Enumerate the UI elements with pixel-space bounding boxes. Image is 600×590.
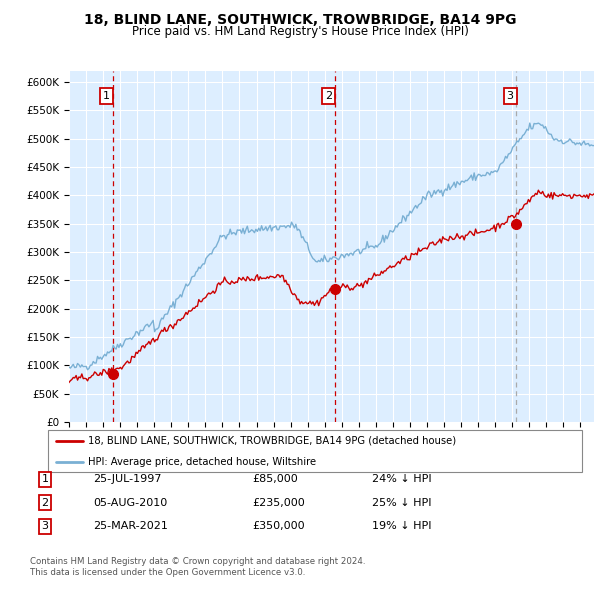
- Text: 18, BLIND LANE, SOUTHWICK, TROWBRIDGE, BA14 9PG (detached house): 18, BLIND LANE, SOUTHWICK, TROWBRIDGE, B…: [88, 435, 456, 445]
- Text: 24% ↓ HPI: 24% ↓ HPI: [372, 474, 431, 484]
- Text: Contains HM Land Registry data © Crown copyright and database right 2024.: Contains HM Land Registry data © Crown c…: [30, 558, 365, 566]
- Text: £85,000: £85,000: [252, 474, 298, 484]
- FancyBboxPatch shape: [48, 430, 582, 472]
- Text: 25-JUL-1997: 25-JUL-1997: [93, 474, 161, 484]
- Text: 2: 2: [41, 498, 49, 507]
- Text: 1: 1: [103, 91, 110, 101]
- Text: £350,000: £350,000: [252, 522, 305, 531]
- Text: 05-AUG-2010: 05-AUG-2010: [93, 498, 167, 507]
- Text: 3: 3: [506, 91, 514, 101]
- Text: £235,000: £235,000: [252, 498, 305, 507]
- Text: 25-MAR-2021: 25-MAR-2021: [93, 522, 168, 531]
- Text: 2: 2: [325, 91, 332, 101]
- Text: Price paid vs. HM Land Registry's House Price Index (HPI): Price paid vs. HM Land Registry's House …: [131, 25, 469, 38]
- Text: 18, BLIND LANE, SOUTHWICK, TROWBRIDGE, BA14 9PG: 18, BLIND LANE, SOUTHWICK, TROWBRIDGE, B…: [84, 13, 516, 27]
- Text: HPI: Average price, detached house, Wiltshire: HPI: Average price, detached house, Wilt…: [88, 457, 316, 467]
- Text: 19% ↓ HPI: 19% ↓ HPI: [372, 522, 431, 531]
- Text: 3: 3: [41, 522, 49, 531]
- Text: 1: 1: [41, 474, 49, 484]
- Text: This data is licensed under the Open Government Licence v3.0.: This data is licensed under the Open Gov…: [30, 568, 305, 577]
- Text: 25% ↓ HPI: 25% ↓ HPI: [372, 498, 431, 507]
